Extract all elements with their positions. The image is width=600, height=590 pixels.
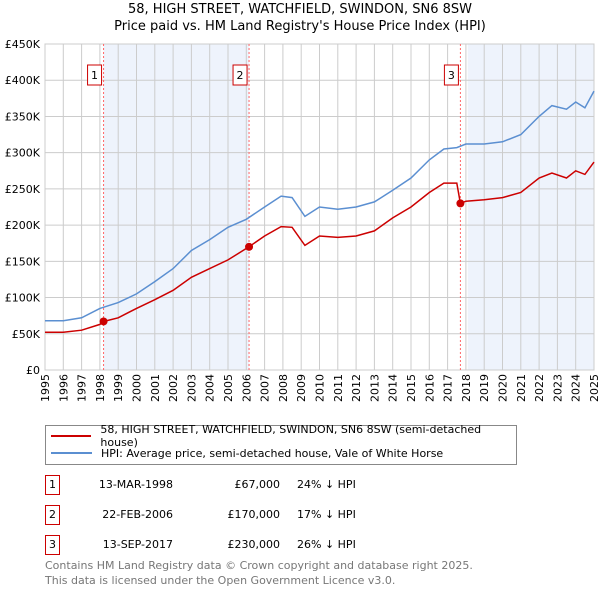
plot-border [44, 43, 595, 371]
legend-label-property: 58, HIGH STREET, WATCHFIELD, SWINDON, SN… [100, 423, 482, 449]
x-tick-label: 1997 [76, 374, 89, 402]
x-tick-label: 2000 [131, 374, 144, 402]
x-tick-label: 1998 [94, 374, 107, 402]
hpi-line [45, 90, 595, 322]
x-tick-label: 2001 [149, 374, 162, 402]
transaction-row: 2 22-FEB-2006 £170,000 17% ↓ HPI [45, 505, 545, 525]
x-tick-label: 2008 [277, 374, 290, 402]
sale-point [245, 242, 254, 251]
x-tick-label: 1999 [112, 374, 125, 402]
x-tick-label: 2013 [368, 374, 381, 402]
x-tick-label: 2014 [387, 374, 400, 402]
x-tick-label: 2012 [350, 374, 363, 402]
y-tick-label: £250K [5, 183, 41, 196]
x-tick-label: 2021 [515, 374, 528, 402]
legend-swatch-property [51, 435, 92, 437]
transaction-hpi: 24% ↓ HPI [297, 478, 356, 491]
footer-licence: This data is licensed under the Open Gov… [45, 574, 396, 587]
x-tick-label: 2006 [240, 374, 253, 402]
legend-swatch-hpi [51, 452, 92, 454]
x-tick-label: 2023 [551, 374, 564, 402]
footer-copyright: Contains HM Land Registry data © Crown c… [45, 559, 473, 572]
transaction-number: 2 [45, 505, 60, 525]
transaction-price: £170,000 [227, 508, 281, 521]
x-tick-label: 2017 [442, 374, 455, 402]
price-chart: 1995 1996 1997 1998 1999 2000 2001 2002 2003 2004… [5, 38, 600, 402]
x-tick-label: 2020 [497, 374, 510, 402]
transaction-date: 22-FEB-2006 [102, 508, 173, 521]
y-tick-label: £300K [5, 147, 41, 160]
shaded-range [467, 44, 594, 370]
x-tick-label: 2002 [167, 374, 180, 402]
y-tick-label: £400K [5, 74, 41, 87]
x-tick-label: 2005 [222, 374, 235, 402]
sale-number-box [443, 64, 459, 86]
legend: 58, HIGH STREET, WATCHFIELD, SWINDON, SN… [45, 423, 517, 465]
y-tick-label: £450K [5, 38, 41, 51]
property-price-line [45, 161, 595, 334]
y-tick-label: £150K [5, 255, 41, 268]
legend-item-property: 58, HIGH STREET, WATCHFIELD, SWINDON, SN… [46, 423, 516, 449]
chart-title: 58, HIGH STREET, WATCHFIELD, SWINDON, SN… [127, 2, 472, 17]
sale-number-label: 3 [448, 69, 455, 82]
sale-number-label: 2 [237, 69, 244, 82]
y-tick-label: £100K [5, 292, 41, 305]
x-tick-label: 2011 [332, 374, 345, 402]
chart-subtitle: Price paid vs. HM Land Registry's House … [114, 19, 486, 34]
transaction-row: 3 13-SEP-2017 £230,000 26% ↓ HPI [45, 535, 545, 555]
x-tick-label: 2007 [259, 374, 272, 402]
shaded-range [103, 44, 250, 370]
x-tick-label: 1995 [39, 374, 52, 402]
x-tick-label: 2018 [460, 374, 473, 402]
sale-number-box [232, 64, 248, 86]
sale-point [456, 199, 465, 208]
transaction-price: £67,000 [234, 478, 281, 491]
transaction-row: 1 13-MAR-1998 £67,000 24% ↓ HPI [45, 475, 545, 495]
x-tick-label: 2025 [588, 374, 600, 402]
transaction-hpi: 26% ↓ HPI [297, 538, 356, 551]
x-tick-label: 2024 [570, 374, 583, 402]
transaction-number: 3 [45, 535, 60, 555]
x-tick-label: 2016 [423, 374, 436, 402]
x-tick-label: 1996 [57, 374, 70, 402]
x-tick-label: 2010 [314, 374, 327, 402]
transaction-date: 13-SEP-2017 [102, 538, 173, 551]
legend-item-hpi: HPI: Average price, semi-detached house,… [46, 445, 443, 461]
transaction-number: 1 [45, 475, 60, 495]
sale-number-box [87, 64, 103, 86]
y-tick-label: £350K [5, 110, 41, 123]
y-tick-label: £200K [5, 219, 41, 232]
x-tick-label: 2015 [405, 374, 418, 402]
transaction-hpi: 17% ↓ HPI [297, 508, 356, 521]
x-tick-label: 2019 [478, 374, 491, 402]
y-tick-label: £50K [12, 328, 41, 341]
x-tick-label: 2004 [204, 374, 217, 402]
legend-label-hpi: HPI: Average price, semi-detached house,… [101, 446, 444, 460]
sale-point [99, 317, 108, 326]
y-tick-label: £0 [26, 364, 40, 377]
sale-number-label: 1 [91, 69, 98, 82]
transaction-date: 13-MAR-1998 [98, 478, 173, 491]
x-tick-label: 2003 [185, 374, 198, 402]
x-tick-label: 2022 [533, 374, 546, 402]
x-tick-label: 2009 [295, 374, 308, 402]
transaction-price: £230,000 [227, 538, 281, 551]
